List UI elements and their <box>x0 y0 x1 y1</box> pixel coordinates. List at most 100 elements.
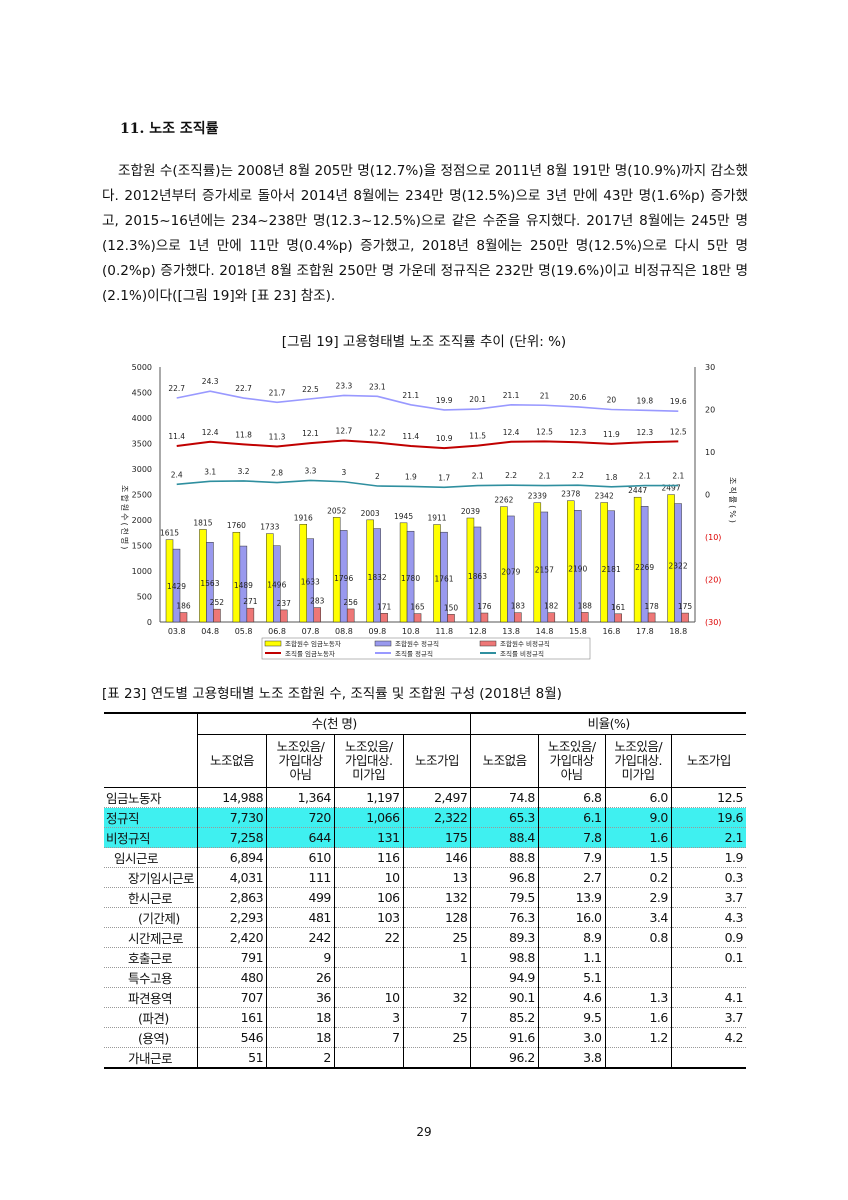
bar-value-label: 176 <box>477 602 492 611</box>
line-value-label: 21.7 <box>269 388 286 397</box>
column-header: 노조있음/ 가입대상 아님 <box>266 734 335 788</box>
row-label: (용역) <box>104 1027 198 1048</box>
table-cell: 3.7 <box>670 1007 746 1028</box>
bar-value-label: 2190 <box>568 565 587 574</box>
table-cell: 19.6 <box>670 807 746 828</box>
line-value-label: 2 <box>375 472 380 481</box>
table-cell: 0.3 <box>670 867 746 888</box>
bar-regular <box>540 511 549 623</box>
bar-value-label: 271 <box>243 597 258 606</box>
figure-caption: [그림 19] 고용형태별 노조 조직률 추이 (단위: %) <box>281 334 567 350</box>
row-label: 임금노동자 <box>104 787 198 808</box>
bar-wage <box>500 506 508 623</box>
line-value-label: 19.8 <box>636 396 653 405</box>
line-value-label: 11.9 <box>603 430 620 439</box>
table-cell <box>604 967 672 988</box>
bar-wage <box>567 500 575 623</box>
bar-regular <box>440 531 448 623</box>
line-value-label: 12.4 <box>503 428 520 437</box>
bar-nonregular <box>380 613 388 623</box>
bar-regular <box>640 506 649 623</box>
line-value-label: 3.2 <box>238 467 250 476</box>
bar-nonregular <box>480 612 489 623</box>
bar-nonregular <box>681 612 689 623</box>
bar-value-label: 1489 <box>234 581 253 590</box>
bar-regular <box>406 530 415 623</box>
bar-nonregular <box>280 609 288 623</box>
legend-swatch <box>264 640 282 647</box>
table-cell: 4,031 <box>197 867 267 888</box>
table-row: 장기임시근로 4,031 111 10 13 96.8 2.7 0.2 0.3 <box>104 867 746 888</box>
left-tick-label: 2500 <box>132 491 152 500</box>
table-cell: 18 <box>266 1027 335 1048</box>
table-cell: 2,293 <box>197 907 267 928</box>
bar-value-label: 1563 <box>200 579 219 588</box>
legend-label: 조직률 정규직 <box>395 649 433 658</box>
line-value-label: 1.8 <box>605 473 617 482</box>
union-membership-table: 수(천 명) 비율(%) 노조없음 노조있음/ 가입대상 아님 노조있음/ 가입대상. … <box>104 712 746 1069</box>
table-cell <box>604 947 672 968</box>
bar-value-label: 165 <box>410 603 425 612</box>
table-cell: 2,420 <box>197 927 267 948</box>
bar-wage <box>232 531 241 623</box>
table-cell: 1,364 <box>266 787 335 808</box>
table-row: 시간제근로 2,420 242 22 25 89.3 8.9 0.8 0.9 <box>104 927 746 948</box>
bar-wage <box>667 494 675 623</box>
line-value-label: 12.5 <box>670 427 687 436</box>
table-cell: 610 <box>266 847 335 868</box>
corner-cell <box>104 713 198 788</box>
line-value-label: 22.7 <box>168 384 185 393</box>
bar-value-label: 2339 <box>528 492 547 501</box>
table-cell: 1.1 <box>537 947 606 968</box>
table-cell: 13 <box>402 867 471 888</box>
left-axis-title: 조합원수(천명) <box>120 485 130 551</box>
bar-nonregular <box>313 607 321 623</box>
table-row: 정규직 7,730 720 1,066 2,322 65.3 6.1 9.0 19.6 <box>104 807 746 828</box>
line-value-label: 2.8 <box>271 469 283 478</box>
bar-regular <box>674 503 682 623</box>
table-cell: 25 <box>402 927 471 948</box>
bar-value-label: 1733 <box>260 523 279 532</box>
left-tick-label: 2000 <box>132 516 152 525</box>
bar-regular <box>607 510 615 623</box>
table-cell: 7.9 <box>537 847 606 868</box>
right-axis-title: 조직률(%) <box>728 477 738 525</box>
left-tick-label: 500 <box>137 593 152 602</box>
line-value-label: 12.2 <box>369 429 386 438</box>
column-header: 노조없음 <box>470 734 539 788</box>
table-cell: 791 <box>197 947 267 968</box>
table-cell: 3.4 <box>604 907 672 928</box>
bar-value-label: 1916 <box>294 513 313 522</box>
line-value-label: 2.2 <box>572 471 584 480</box>
legend-label: 조합원수 정규직 <box>395 639 439 648</box>
table-row: 임시근로 6,894 610 116 146 88.8 7.9 1.5 1.9 <box>104 847 746 868</box>
line-value-label: 12.5 <box>536 427 553 436</box>
bar-regular <box>239 545 248 623</box>
left-tick-label: 5000 <box>132 363 152 372</box>
row-label: 장기임시근로 <box>104 867 198 888</box>
bar-nonregular <box>514 612 522 623</box>
table-cell: 85.2 <box>470 1007 539 1028</box>
bar-value-label: 1633 <box>301 578 320 587</box>
table-cell: 7 <box>402 1007 471 1028</box>
line-value-label: 2.2 <box>505 471 517 480</box>
bar-value-label: 237 <box>277 599 292 608</box>
bar-value-label: 1496 <box>267 581 286 590</box>
bar-value-label: 2378 <box>561 490 580 499</box>
bar-value-label: 1815 <box>193 518 212 527</box>
table-cell: 16.0 <box>537 907 606 928</box>
table-cell: 480 <box>197 967 267 988</box>
table-cell: 13.9 <box>537 887 606 908</box>
line-wage <box>176 439 679 450</box>
table-row: 가내근로 51 2 96.2 3.8 <box>104 1047 746 1069</box>
table-cell: 707 <box>197 987 267 1008</box>
bar-value-label: 1780 <box>401 574 420 583</box>
x-tick-label: 18.8 <box>669 627 687 636</box>
bar-value-label: 1911 <box>427 514 446 523</box>
table-row: 특수고용 480 26 94.9 5.1 <box>104 967 746 988</box>
x-tick-label: 15.8 <box>569 627 587 636</box>
table-cell: 2.7 <box>537 867 606 888</box>
x-tick-label: 07.8 <box>302 627 320 636</box>
table-cell: 1.6 <box>604 827 672 848</box>
table-cell: 4.3 <box>670 907 746 928</box>
